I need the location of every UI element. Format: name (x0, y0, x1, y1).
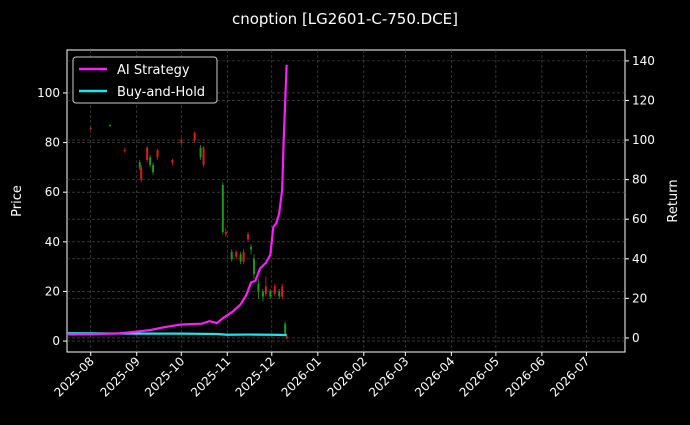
y-tick-label: 80 (45, 136, 60, 150)
y-tick-label: 20 (45, 284, 60, 298)
candle-body (199, 147, 202, 158)
x-tick-label: 2026-05 (457, 354, 502, 399)
candle-body (202, 147, 205, 165)
candle-body (281, 286, 284, 297)
candle-body (247, 234, 250, 240)
candle-body (269, 291, 272, 297)
x-tick-label: 2025-09 (98, 354, 143, 399)
candle-body (221, 184, 224, 232)
candle-body (138, 162, 141, 168)
y-tick-label: 0 (52, 334, 60, 348)
y-right-tick-label: 20 (632, 291, 647, 305)
candle-body (250, 246, 253, 250)
x-tick-label: 2026-06 (503, 354, 548, 399)
y-axis-right-label: Return (666, 179, 681, 222)
y-tick-label: 100 (37, 86, 60, 100)
candle-body (224, 231, 227, 235)
candle-body (156, 150, 159, 158)
candle-body (264, 286, 267, 294)
x-tick-label: 2025-08 (52, 354, 97, 399)
y-axis-label: Price (10, 185, 25, 217)
candle-body (149, 157, 152, 165)
candle-body (171, 159, 174, 163)
legend-box (72, 56, 218, 104)
candle-body (230, 251, 233, 260)
candle-body (252, 259, 255, 275)
x-tick-label: 2026-03 (366, 354, 411, 399)
candle-body (285, 336, 288, 339)
x-tick-label: 2025-11 (188, 354, 233, 399)
y-right-tick-label: 100 (632, 133, 655, 147)
x-tick-label: 2026-02 (325, 354, 370, 399)
candle-body (193, 132, 196, 141)
candle-body (273, 286, 276, 294)
chart-title: cnoption [LG2601-C-750.DCE] (232, 10, 458, 28)
candle-body (109, 125, 112, 127)
y-right-tick-label: 120 (632, 93, 655, 107)
y-right-tick-label: 80 (632, 173, 647, 187)
candle-body (242, 251, 245, 262)
y-right-tick-label: 60 (632, 212, 647, 226)
candle-body (89, 127, 92, 129)
candle-body (261, 291, 264, 297)
candles (89, 123, 288, 340)
x-tick-label: 2025-12 (233, 354, 278, 399)
y-tick-label: 60 (45, 185, 60, 199)
candle-body (152, 164, 155, 173)
y-right-tick-label: 0 (632, 331, 640, 345)
candle-body (123, 150, 126, 152)
y-right-tick-label: 140 (632, 54, 655, 68)
x-tick-label: 2026-07 (547, 354, 592, 399)
y-right-tick-label: 40 (632, 252, 647, 266)
legend-label-buyhold: Buy-and-Hold (117, 85, 205, 100)
candle-body (278, 291, 281, 297)
candle-body (146, 147, 149, 160)
x-tick-label: 2026-04 (412, 354, 457, 399)
x-tick-label: 2025-10 (142, 354, 187, 399)
candle-body (257, 284, 260, 292)
legend-label-strategy: AI Strategy (117, 63, 190, 78)
x-tick-label: 2026-01 (279, 354, 324, 399)
candle-body (239, 254, 242, 262)
candle-body (235, 251, 238, 257)
y-tick-label: 40 (45, 235, 60, 249)
legend: AI Strategy Buy-and-Hold (72, 56, 218, 104)
candle-body (140, 167, 143, 180)
candle-body (284, 323, 287, 334)
lines (66, 64, 288, 337)
candle-body (180, 140, 183, 143)
strategy-line (66, 64, 288, 336)
